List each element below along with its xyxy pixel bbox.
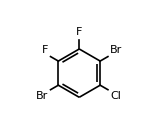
Text: Br: Br (36, 91, 48, 101)
Text: Br: Br (110, 45, 123, 55)
Text: Cl: Cl (110, 91, 121, 101)
Text: F: F (76, 27, 82, 37)
Text: F: F (42, 45, 48, 55)
